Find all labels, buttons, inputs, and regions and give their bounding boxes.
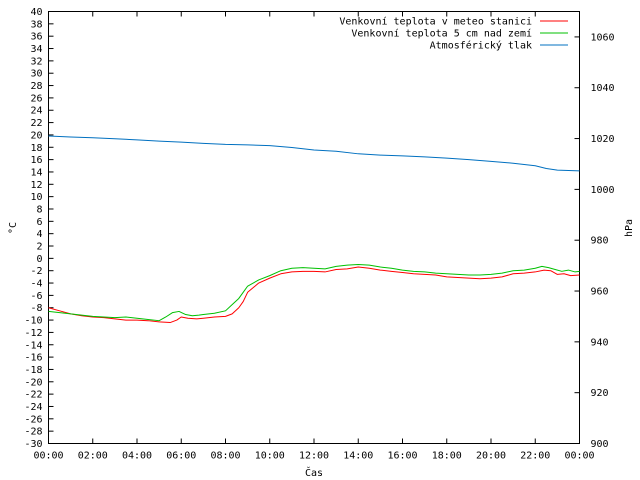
y-tick-label: -10 [24, 316, 42, 327]
x-axis-title: Čas [305, 466, 323, 479]
y-tick-label: 16 [30, 155, 42, 166]
x-tick-label: 08:00 [210, 451, 240, 462]
y2-tick-label: 940 [591, 337, 609, 348]
y-tick-label: 38 [30, 19, 42, 30]
y-tick-label: 12 [30, 180, 42, 191]
y2-tick-label: 1060 [591, 32, 615, 43]
x-tick-label: 16:00 [387, 451, 417, 462]
legend-label: Venkovní teplota 5 cm nad zemí [351, 28, 532, 40]
x-tick-label: 00:00 [564, 451, 594, 462]
x-tick-labels: 00:00 02:00 04:00 06:00 08:00 10:00 12:00 14:00… [33, 451, 594, 462]
y2-tick-label: 960 [591, 287, 609, 298]
x-tick-label: 06:00 [166, 451, 196, 462]
x-tick-label: 18:00 [432, 451, 462, 462]
axis-ticks [48, 11, 580, 444]
y-tick-label: -16 [24, 353, 42, 364]
x-tick-label: 02:00 [78, 451, 108, 462]
y-tick-label: 18 [30, 143, 42, 154]
y-tick-label: 6 [36, 217, 42, 228]
y-tick-label: -28 [24, 427, 42, 438]
legend-label: Atmosférický tlak [430, 40, 532, 52]
y2-tick-label: 1020 [591, 134, 615, 145]
y-tick-label: -22 [24, 390, 42, 401]
y-tick-label: 4 [36, 229, 42, 240]
y-tick-label: -8 [30, 303, 42, 314]
y2-tick-label: 1000 [591, 185, 615, 196]
y-tick-label: -12 [24, 328, 42, 339]
y-tick-label: 26 [30, 93, 42, 104]
y-tick-label: 24 [30, 106, 42, 117]
y-tick-label: 22 [30, 118, 42, 129]
y2-tick-label: 980 [591, 236, 609, 247]
y2-tick-label: 900 [591, 439, 609, 450]
y-tick-label: -2 [30, 266, 42, 277]
x-tick-label: 04:00 [122, 451, 152, 462]
y-tick-label: -26 [24, 414, 42, 425]
y-tick-label: -24 [24, 402, 42, 413]
y-tick-label: 28 [30, 81, 42, 92]
y-tick-label: -6 [30, 291, 42, 302]
y2-tick-label: 1040 [591, 83, 615, 94]
x-tick-label: 10:00 [255, 451, 285, 462]
series-line-3 [48, 135, 580, 172]
y-tick-label: 30 [30, 69, 42, 80]
x-tick-label: 00:00 [33, 451, 63, 462]
series-lines [48, 135, 580, 324]
y-tick-label: -18 [24, 365, 42, 376]
y2-tick-label: 920 [591, 388, 609, 399]
y-tick-label: 34 [30, 44, 42, 55]
y-tick-label: 32 [30, 56, 42, 67]
x-tick-label: 20:00 [476, 451, 506, 462]
y-tick-label: 10 [30, 192, 42, 203]
y-tick-label: 8 [36, 204, 42, 215]
y-tick-label: -20 [24, 377, 42, 388]
series-line-1 [48, 266, 580, 324]
x-tick-label: 14:00 [343, 451, 373, 462]
y-tick-label: 2 [36, 242, 42, 253]
y-tick-label: -30 [24, 439, 42, 450]
x-tick-label: 12:00 [299, 451, 329, 462]
y-tick-label: 0 [36, 254, 42, 265]
x-tick-label: 22:00 [520, 451, 550, 462]
y-tick-label: 20 [30, 130, 42, 141]
y-axis-title: °C [8, 222, 19, 234]
series-line-2 [48, 264, 580, 322]
y-tick-label: -4 [30, 279, 42, 290]
y-tick-label: 40 [30, 7, 42, 18]
y-tick-label: 14 [30, 167, 42, 178]
y2-tick-labels: 1060 1040 1020 1000 980 960 940 920 900 [591, 32, 615, 450]
y-tick-label: 36 [30, 32, 42, 43]
y2-axis-title: hPa [624, 219, 635, 237]
y-tick-label: -14 [24, 340, 42, 351]
legend: Venkovní teplota v meteo staniciVenkovní… [339, 16, 568, 52]
plot-frame [48, 11, 580, 444]
legend-label: Venkovní teplota v meteo stanici [339, 16, 532, 28]
y-tick-labels: 4038363432302826242220181614121086420-2-… [24, 7, 42, 450]
